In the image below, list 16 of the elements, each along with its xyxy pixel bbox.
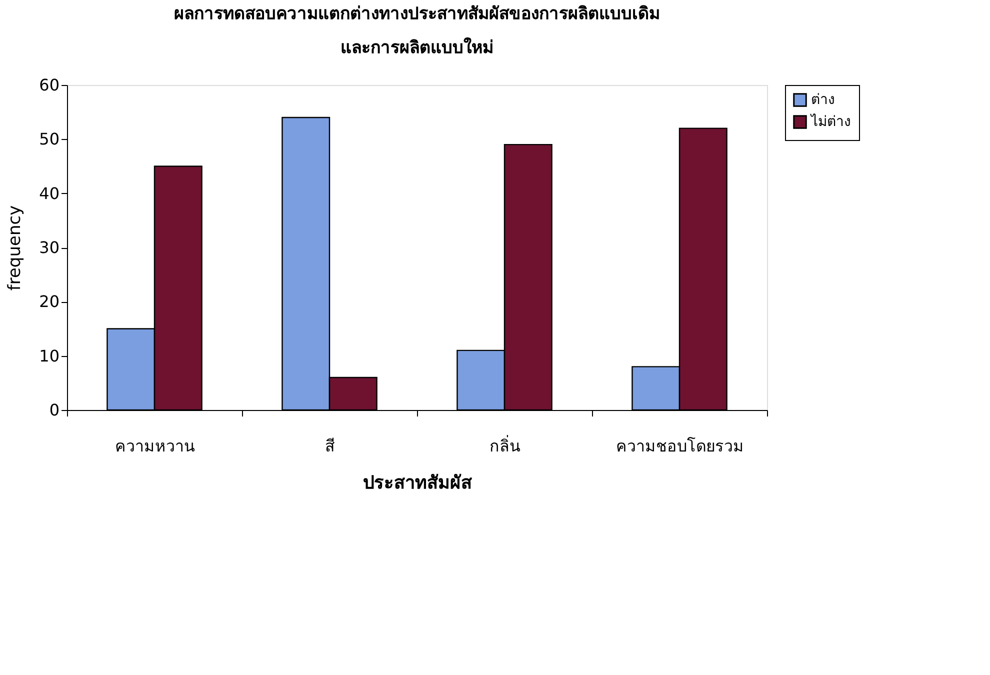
x-tick-label: กลิ่น [490,434,520,456]
y-tick-label: 0 [49,400,60,420]
x-tick-label: สี [325,436,335,456]
x-tick-label: ความชอบโดยรวม [616,436,744,456]
y-tick-label: 40 [39,184,60,203]
y-tick-label: 60 [39,76,60,94]
y-tick-label: 50 [39,130,60,149]
chart-title: ผลการทดสอบความแตกต่างทางประสาทสัมผัสของการผลิตแบบเดิม และการผลิตแบบใหม่ [174,4,660,58]
x-tick-label: ความหวาน [115,436,195,456]
legend-label: ไม่ต่าง [810,113,851,130]
y-tick-label: 10 [39,346,60,366]
x-axis-title: ประสาทสัมผัส [363,472,473,494]
y-tick-label: 30 [39,238,60,257]
y-tick-label: 20 [39,292,60,312]
y-axis-title: frequency [5,205,26,291]
legend-label: ต่าง [811,92,835,108]
